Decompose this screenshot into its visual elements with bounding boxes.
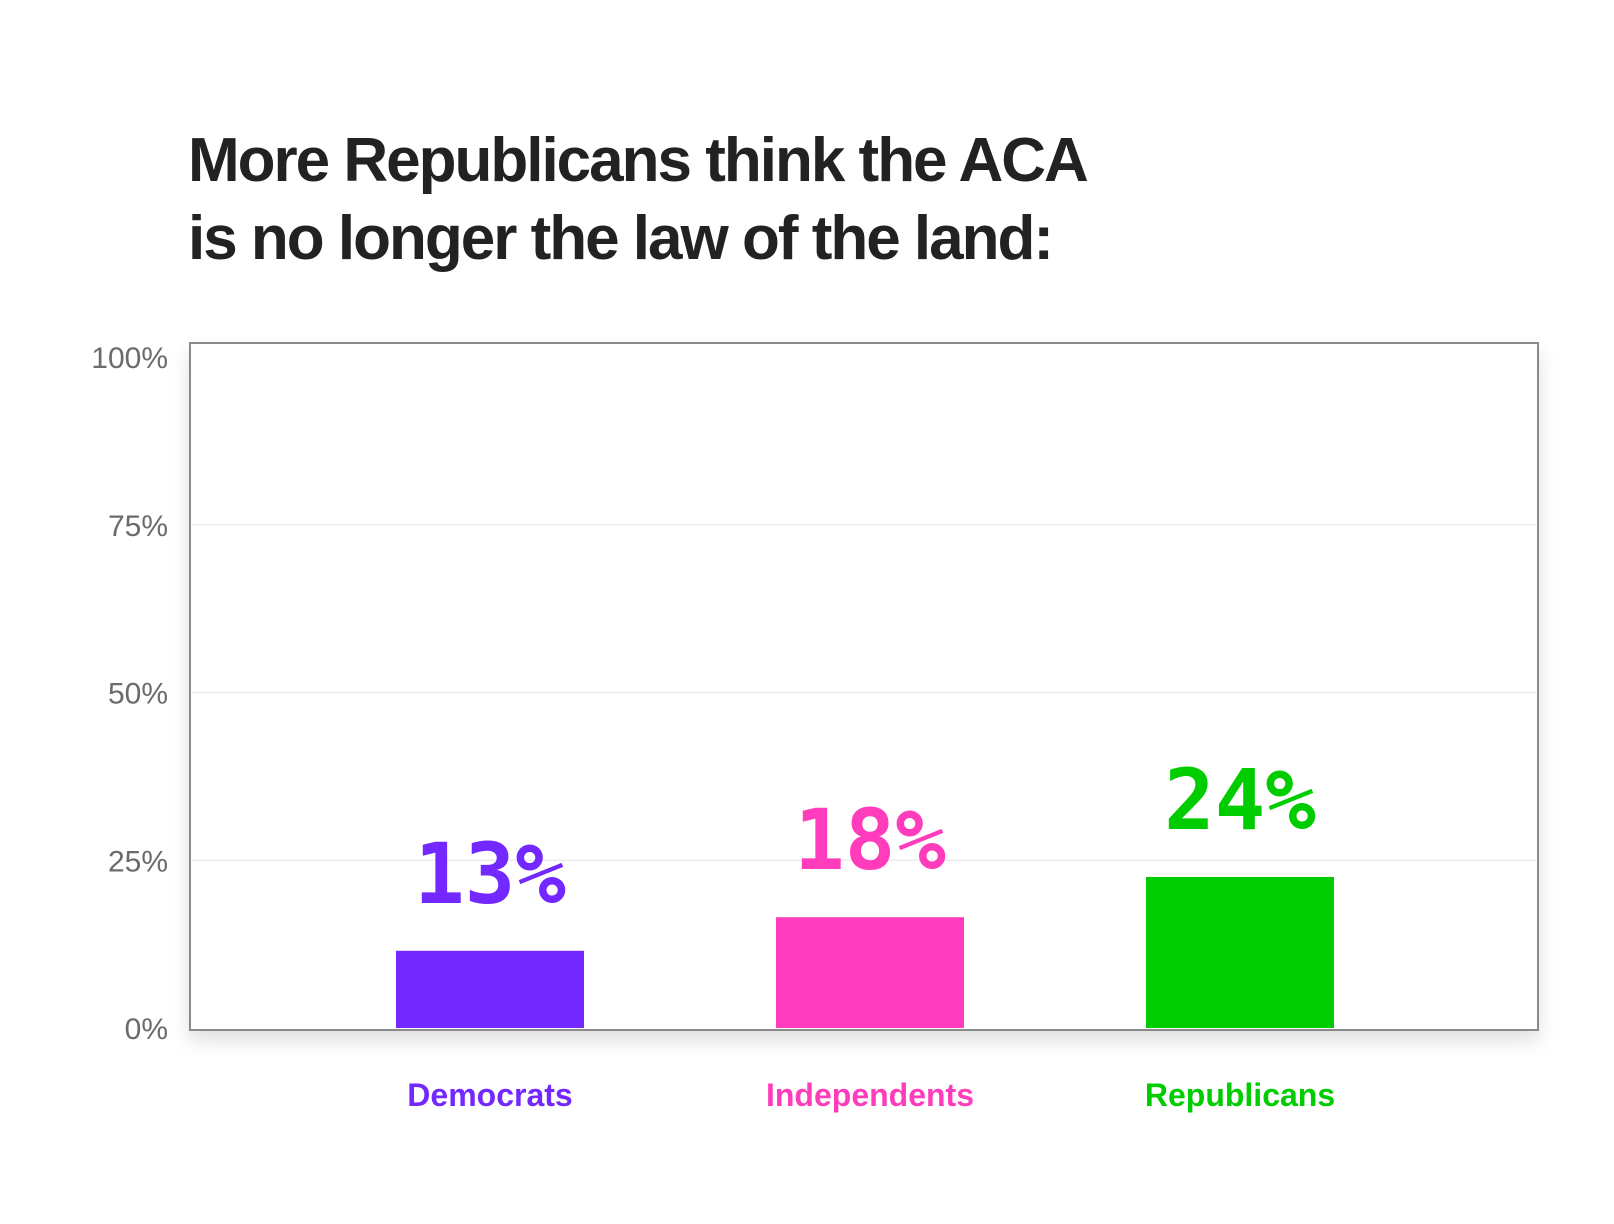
- bar-democrats: [396, 950, 584, 1028]
- category-label-independents: Independents: [766, 1077, 974, 1113]
- y-tick-label: 100%: [91, 342, 168, 375]
- y-axis-ticks: 0% 25% 50% 75% 100%: [91, 342, 168, 1046]
- y-tick-label: 50%: [108, 678, 168, 711]
- bar-republicans: [1146, 876, 1334, 1028]
- value-label-independents: 18%: [794, 791, 946, 889]
- value-label-republicans: 24%: [1164, 751, 1316, 849]
- category-label-republicans: Republicans: [1145, 1077, 1335, 1113]
- bar-value-labels: 13% 18% 24%: [414, 751, 1316, 923]
- gridlines: [192, 524, 1536, 861]
- y-tick-label: 75%: [108, 510, 168, 543]
- chart-title-line-1: More Republicans think the ACA: [188, 126, 1089, 195]
- bars: [396, 876, 1334, 1028]
- chart-title: More Republicans think the ACA is no lon…: [188, 122, 1188, 278]
- category-label-democrats: Democrats: [407, 1077, 572, 1113]
- value-label-democrats: 13%: [414, 825, 566, 923]
- y-tick-label: 25%: [108, 845, 168, 878]
- bar-independents: [776, 917, 964, 1028]
- y-tick-label: 0%: [125, 1013, 168, 1046]
- x-axis-categories: Democrats Independents Republicans: [407, 1077, 1335, 1113]
- chart-title-line-2: is no longer the law of the land:: [188, 204, 1054, 273]
